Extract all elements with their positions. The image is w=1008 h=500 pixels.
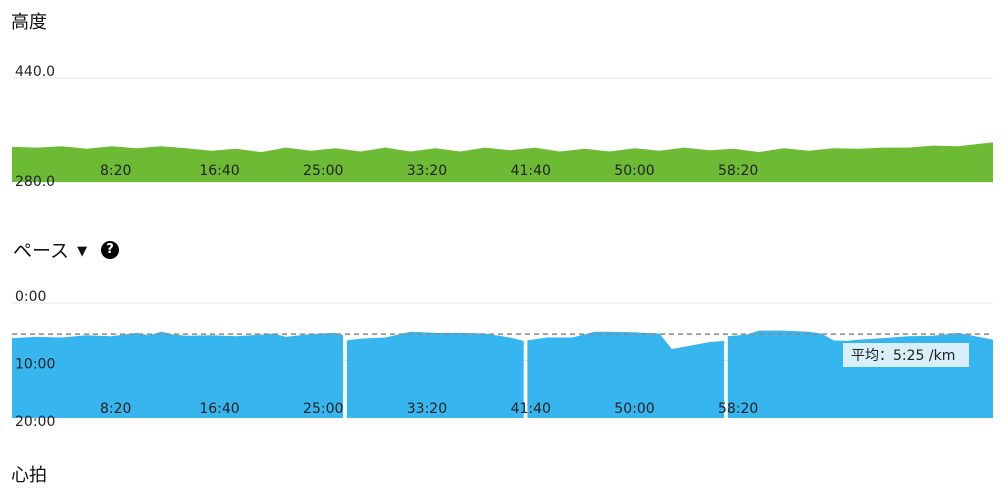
pace-y-tick-label: 0:00: [15, 289, 46, 305]
heart-rate-title: 心拍: [11, 465, 47, 486]
pace-chart: 0:00 10:00 20:00 8:20 16:40 25:00 33:20 41:40 5…: [12, 289, 993, 430]
elevation-area: [12, 142, 993, 182]
elevation-x-tick-label: 16:40: [199, 163, 239, 179]
average-pace-label: 平均：5:25 /km: [843, 343, 969, 367]
average-pace-label-text: 平均：5:25 /km: [851, 348, 955, 364]
elevation-y-tick-label: 280.0: [15, 174, 55, 190]
elevation-title: 高度: [11, 12, 47, 33]
pace-x-tick-label: 16:40: [199, 401, 239, 417]
pace-header: ペース ▼ ?: [13, 236, 120, 263]
elevation-x-tick-label: 50:00: [614, 163, 654, 179]
pace-x-tick-label: 8:20: [100, 401, 131, 417]
elevation-chart: 440.0 280.0 8:20 16:40 25:00 33:20 41:40 50:00…: [12, 64, 993, 190]
pace-x-ticks: 8:20 16:40 25:00 33:20 41:40 50:00 58:20: [100, 401, 758, 417]
pace-x-tick-label: 33:20: [407, 401, 447, 417]
pace-area-segment: [346, 331, 524, 418]
elevation-y-ticks: 440.0 280.0: [15, 64, 55, 190]
elevation-x-tick-label: 25:00: [303, 163, 343, 179]
triangle-down-icon[interactable]: ▼: [77, 244, 88, 259]
pace-y-ticks: 0:00 10:00 20:00: [15, 289, 55, 430]
pace-x-tick-label: 41:40: [511, 401, 551, 417]
elevation-x-tick-label: 33:20: [407, 163, 447, 179]
pace-x-tick-label: 25:00: [303, 401, 343, 417]
pace-y-tick-label: 20:00: [15, 414, 55, 430]
question-circle-icon[interactable]: ?: [101, 240, 120, 259]
average-pace-label-bg: [843, 343, 969, 367]
elevation-x-tick-label: 41:40: [511, 163, 551, 179]
pace-area-segment: [12, 331, 344, 418]
pace-y-tick-label: 10:00: [15, 357, 55, 373]
pace-x-tick-label: 50:00: [614, 401, 654, 417]
elevation-x-ticks: 8:20 16:40 25:00 33:20 41:40 50:00 58:20: [100, 163, 758, 179]
pace-title: ペース: [13, 240, 70, 262]
elevation-x-tick-label: 58:20: [718, 163, 758, 179]
pace-area-segment: [527, 331, 725, 418]
elevation-x-tick-label: 8:20: [100, 163, 131, 179]
elevation-y-tick-label: 440.0: [15, 64, 55, 80]
pace-x-tick-label: 58:20: [718, 401, 758, 417]
